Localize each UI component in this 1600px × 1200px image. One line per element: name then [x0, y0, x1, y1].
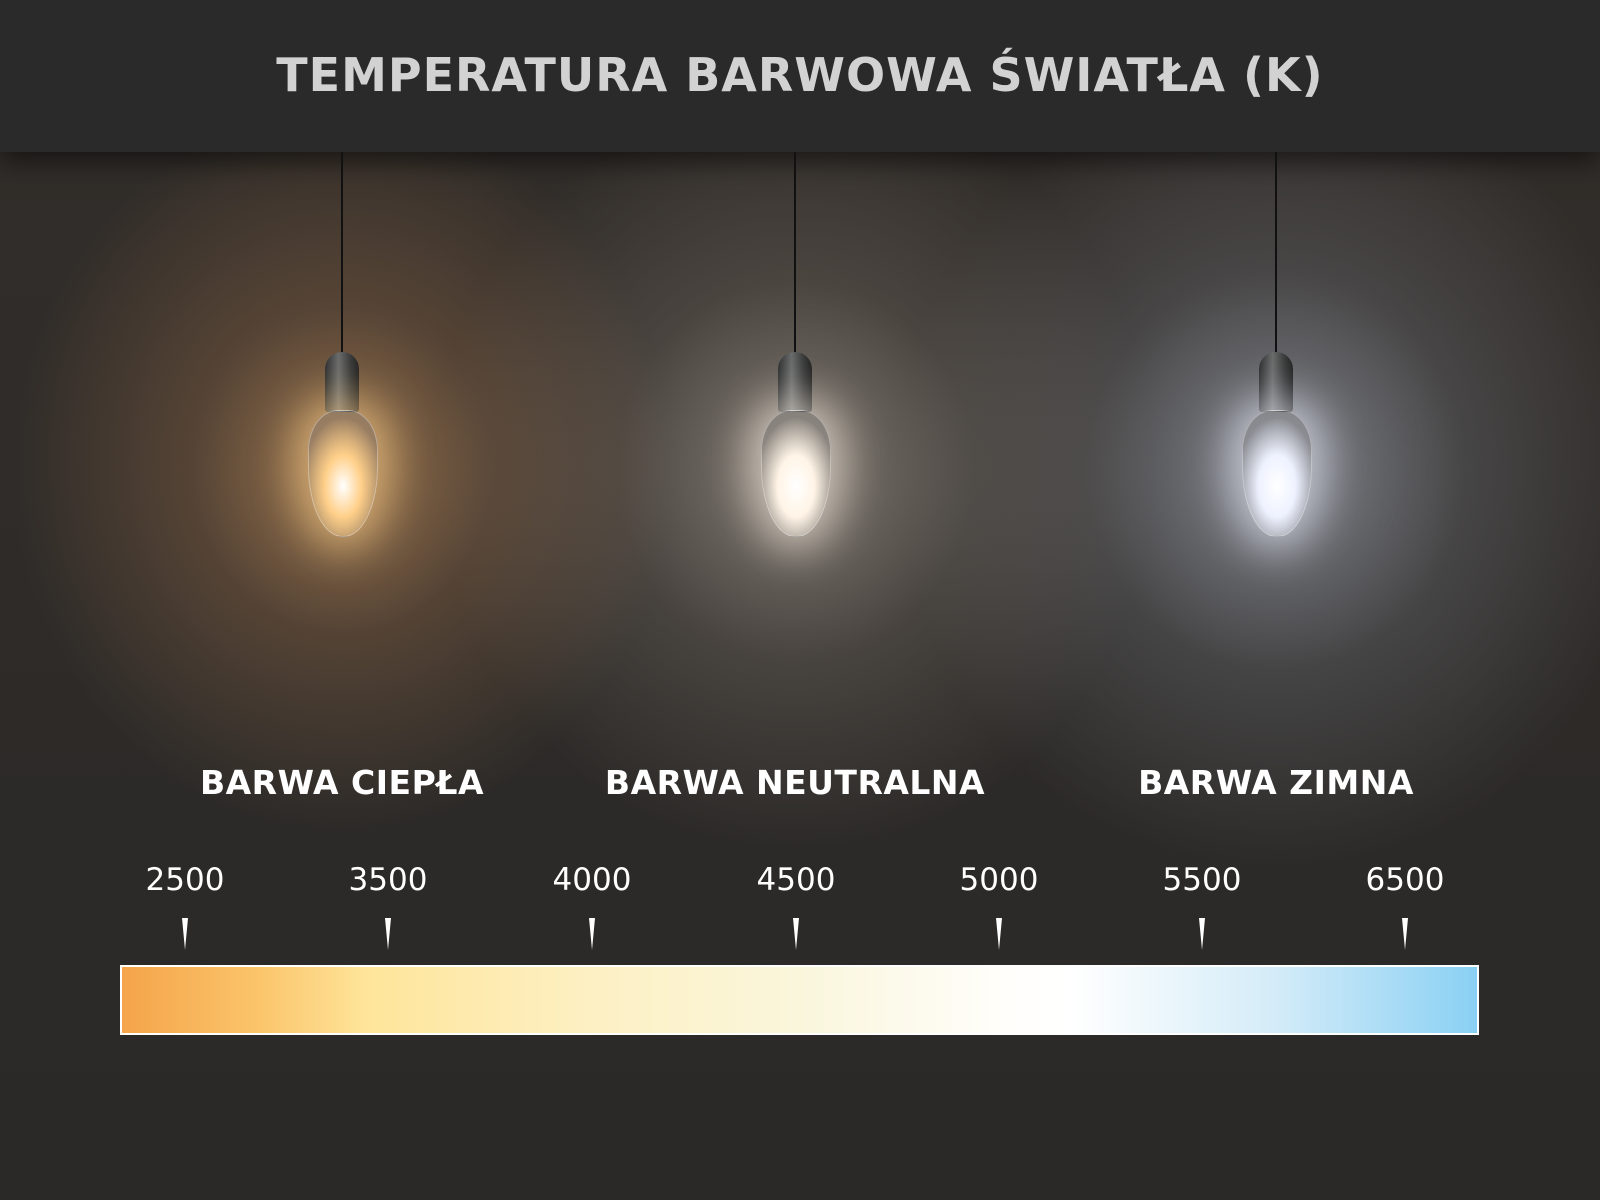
cord: [1275, 152, 1277, 357]
tick-label: 5000: [959, 862, 1039, 898]
header-bar: TEMPERATURA BARWOWA ŚWIATŁA (K): [0, 0, 1600, 152]
tick-label: 4500: [756, 862, 836, 898]
tick-marker: [996, 918, 1002, 950]
pendant-bulb-icon: [302, 152, 382, 542]
color-category-label: BARWA NEUTRALNA: [604, 763, 986, 802]
tick-marker: [793, 918, 799, 950]
tick-marker: [1402, 918, 1408, 950]
tick-marker: [1199, 918, 1205, 950]
color-category-label: BARWA ZIMNA: [1138, 763, 1414, 802]
tick-label: 4000: [552, 862, 632, 898]
page-title: TEMPERATURA BARWOWA ŚWIATŁA (K): [276, 48, 1324, 102]
tick-label: 3500: [348, 862, 428, 898]
color-temperature-gradient-bar: [120, 965, 1479, 1035]
bulb-glass: [761, 410, 831, 537]
tick-marker: [182, 918, 188, 950]
socket: [1259, 352, 1293, 412]
socket: [325, 352, 359, 412]
tick-marker: [385, 918, 391, 950]
tick-label: 6500: [1365, 862, 1445, 898]
color-category-label: BARWA CIEPŁA: [199, 763, 485, 802]
pendant-bulb-icon: [755, 152, 835, 542]
socket: [778, 352, 812, 412]
bulb-glass: [308, 410, 378, 537]
cord: [794, 152, 796, 357]
pendant-bulb-icon: [1236, 152, 1316, 542]
tick-label: 2500: [145, 862, 225, 898]
tick-label: 5500: [1162, 862, 1242, 898]
cord: [341, 152, 343, 357]
tick-marker: [589, 918, 595, 950]
bulb-glass: [1242, 410, 1312, 537]
